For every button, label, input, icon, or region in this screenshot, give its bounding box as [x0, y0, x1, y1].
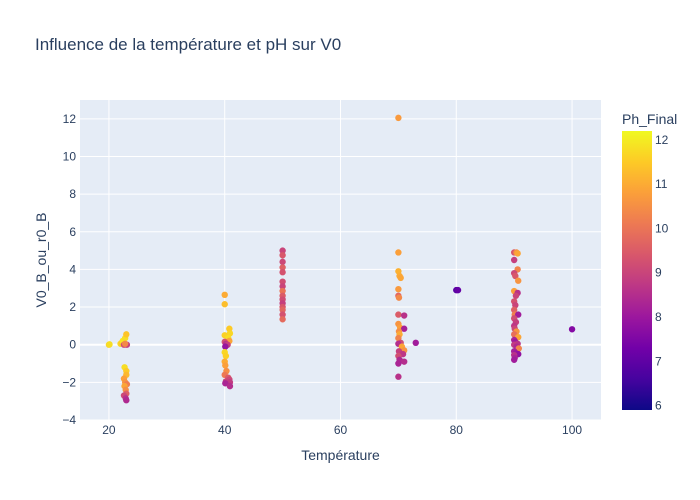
data-point: [510, 256, 518, 264]
data-point: [515, 277, 522, 284]
data-point: [222, 343, 229, 350]
colorbar: [622, 131, 652, 410]
data-point: [279, 287, 286, 295]
data-point: [515, 311, 522, 318]
data-point: [279, 306, 286, 314]
data-point: [395, 294, 403, 301]
colorbar-title: Ph_Final: [622, 111, 677, 127]
x-tick-label: 80: [450, 423, 464, 437]
data-point: [279, 269, 286, 276]
data-point: [279, 316, 286, 323]
data-point: [510, 306, 518, 314]
data-point: [123, 397, 130, 404]
colorbar-tick-label: 10: [655, 221, 669, 235]
y-tick-label: 4: [69, 262, 76, 276]
data-point: [512, 272, 519, 280]
y-tick-label: 8: [69, 187, 76, 201]
data-point: [279, 252, 286, 259]
data-point: [412, 339, 419, 347]
data-point: [510, 356, 518, 363]
data-point: [222, 352, 230, 360]
data-point: [397, 274, 404, 282]
x-tick-label: 60: [334, 423, 348, 437]
data-point: [226, 325, 233, 332]
x-axis-title: Température: [301, 447, 380, 463]
data-point: [279, 264, 286, 271]
y-tick-label: 2: [69, 300, 76, 314]
chart-title: Influence de la température et pH sur V0: [35, 35, 341, 54]
data-point: [400, 312, 408, 319]
data-point: [514, 250, 521, 257]
data-point: [395, 249, 402, 256]
data-point: [121, 340, 129, 347]
y-axis-ticks: −4 −2 0 2 4 6 8 10 12: [62, 112, 76, 427]
colorbar-tick-label: 12: [655, 133, 669, 147]
x-axis-ticks: 20 40 60 80 100: [102, 423, 582, 437]
data-point: [395, 114, 402, 122]
data-points: [105, 114, 576, 404]
data-point: [395, 285, 402, 293]
data-point: [395, 360, 402, 367]
y-axis-title: V0_B_ou_r0_B: [33, 213, 49, 308]
data-point: [568, 326, 576, 333]
data-point: [221, 301, 228, 308]
colorbar-tick-label: 9: [655, 266, 662, 280]
x-tick-label: 40: [218, 423, 232, 437]
colorbar-tick-label: 6: [655, 399, 662, 413]
y-tick-label: −2: [62, 375, 76, 389]
data-point: [279, 258, 286, 266]
colorbar-tick-label: 11: [655, 177, 668, 191]
data-point: [279, 283, 286, 290]
data-point: [221, 291, 228, 299]
y-tick-label: 0: [69, 338, 76, 352]
data-point: [395, 373, 402, 380]
data-point: [222, 362, 229, 369]
colorbar-ticks: 6 7 8 9 10 11 12: [655, 133, 669, 413]
grid-lines: [80, 100, 601, 421]
data-point: [395, 311, 402, 318]
data-point: [400, 358, 408, 365]
data-point: [222, 380, 229, 387]
x-tick-label: 20: [102, 423, 116, 437]
data-point: [279, 278, 286, 285]
data-point: [106, 341, 113, 348]
x-tick-label: 100: [562, 423, 582, 437]
y-tick-label: 12: [63, 112, 77, 126]
data-point: [123, 331, 130, 338]
y-tick-label: −4: [62, 413, 76, 427]
data-point: [226, 382, 234, 390]
colorbar-tick-label: 8: [655, 310, 662, 324]
data-point: [279, 311, 286, 318]
y-tick-label: 10: [63, 149, 77, 163]
data-point: [454, 286, 462, 294]
data-point: [512, 292, 520, 299]
data-point: [279, 247, 286, 254]
y-tick-label: 6: [69, 225, 76, 239]
data-point: [515, 345, 522, 352]
data-point: [400, 325, 408, 332]
colorbar-tick-label: 7: [655, 354, 662, 368]
